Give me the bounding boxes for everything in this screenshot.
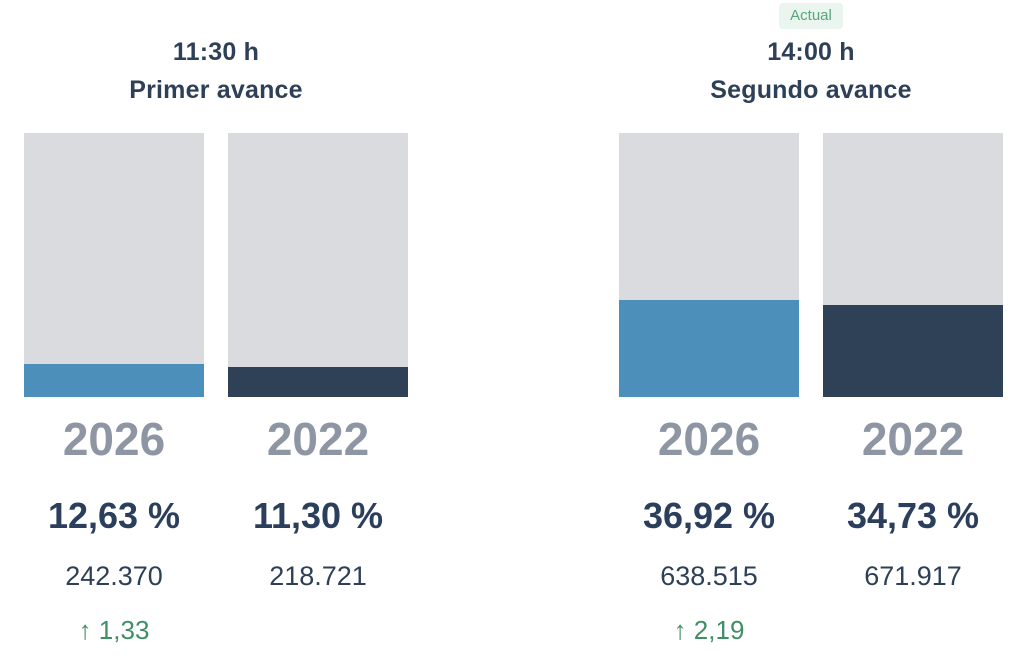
voter-count: 242.370 xyxy=(65,561,163,591)
percent-value: 34,73 % xyxy=(846,495,980,536)
bar-fill-2026 xyxy=(619,299,799,397)
bar-column-2022: 2022 34,73 % 671.917 xyxy=(823,133,1003,645)
percent-value: 12,63 % xyxy=(47,495,181,536)
voter-count: 671.917 xyxy=(864,561,962,591)
panel-segundo-avance: Actual 14:00 h Segundo avance 2026 36,92… xyxy=(619,0,1003,645)
bars-group: 2026 36,92 % 638.515 ↑ 2,19 2022 34,73 %… xyxy=(619,133,1003,645)
year-label: 2026 xyxy=(62,413,166,465)
bar-column-2022: 2022 11,30 % 218.721 xyxy=(228,133,408,645)
badge-row: Actual xyxy=(779,2,843,30)
advance-time: 14:00 h xyxy=(767,38,855,66)
bar-fill-2022 xyxy=(823,305,1003,397)
actual-badge: Actual xyxy=(779,3,843,29)
voter-count: 638.515 xyxy=(660,561,758,591)
participation-bar-2026 xyxy=(24,133,204,397)
diff-up-value: ↑ 2,19 xyxy=(673,615,745,645)
bar-fill-2022 xyxy=(228,367,408,397)
advance-time: 11:30 h xyxy=(172,38,260,66)
percent-value: 11,30 % xyxy=(252,495,384,536)
year-label: 2022 xyxy=(861,413,965,465)
participation-bar-2026 xyxy=(619,133,799,397)
diff-up-value: ↑ 1,33 xyxy=(78,615,150,645)
bars-group: 2026 12,63 % 242.370 ↑ 1,33 2022 11,30 %… xyxy=(24,133,408,645)
bar-fill-2026 xyxy=(24,363,204,397)
year-label: 2026 xyxy=(657,413,761,465)
voter-count: 218.721 xyxy=(269,561,367,591)
advance-title: Primer avance xyxy=(129,76,303,104)
panel-primer-avance: 11:30 h Primer avance 2026 12,63 % 242.3… xyxy=(24,0,408,645)
advance-title: Segundo avance xyxy=(710,76,912,104)
percent-value: 36,92 % xyxy=(642,495,776,536)
participation-bar-2022 xyxy=(823,133,1003,397)
bar-column-2026: 2026 36,92 % 638.515 ↑ 2,19 xyxy=(619,133,799,645)
bar-column-2026: 2026 12,63 % 242.370 ↑ 1,33 xyxy=(24,133,204,645)
participation-bar-2022 xyxy=(228,133,408,397)
year-label: 2022 xyxy=(266,413,370,465)
